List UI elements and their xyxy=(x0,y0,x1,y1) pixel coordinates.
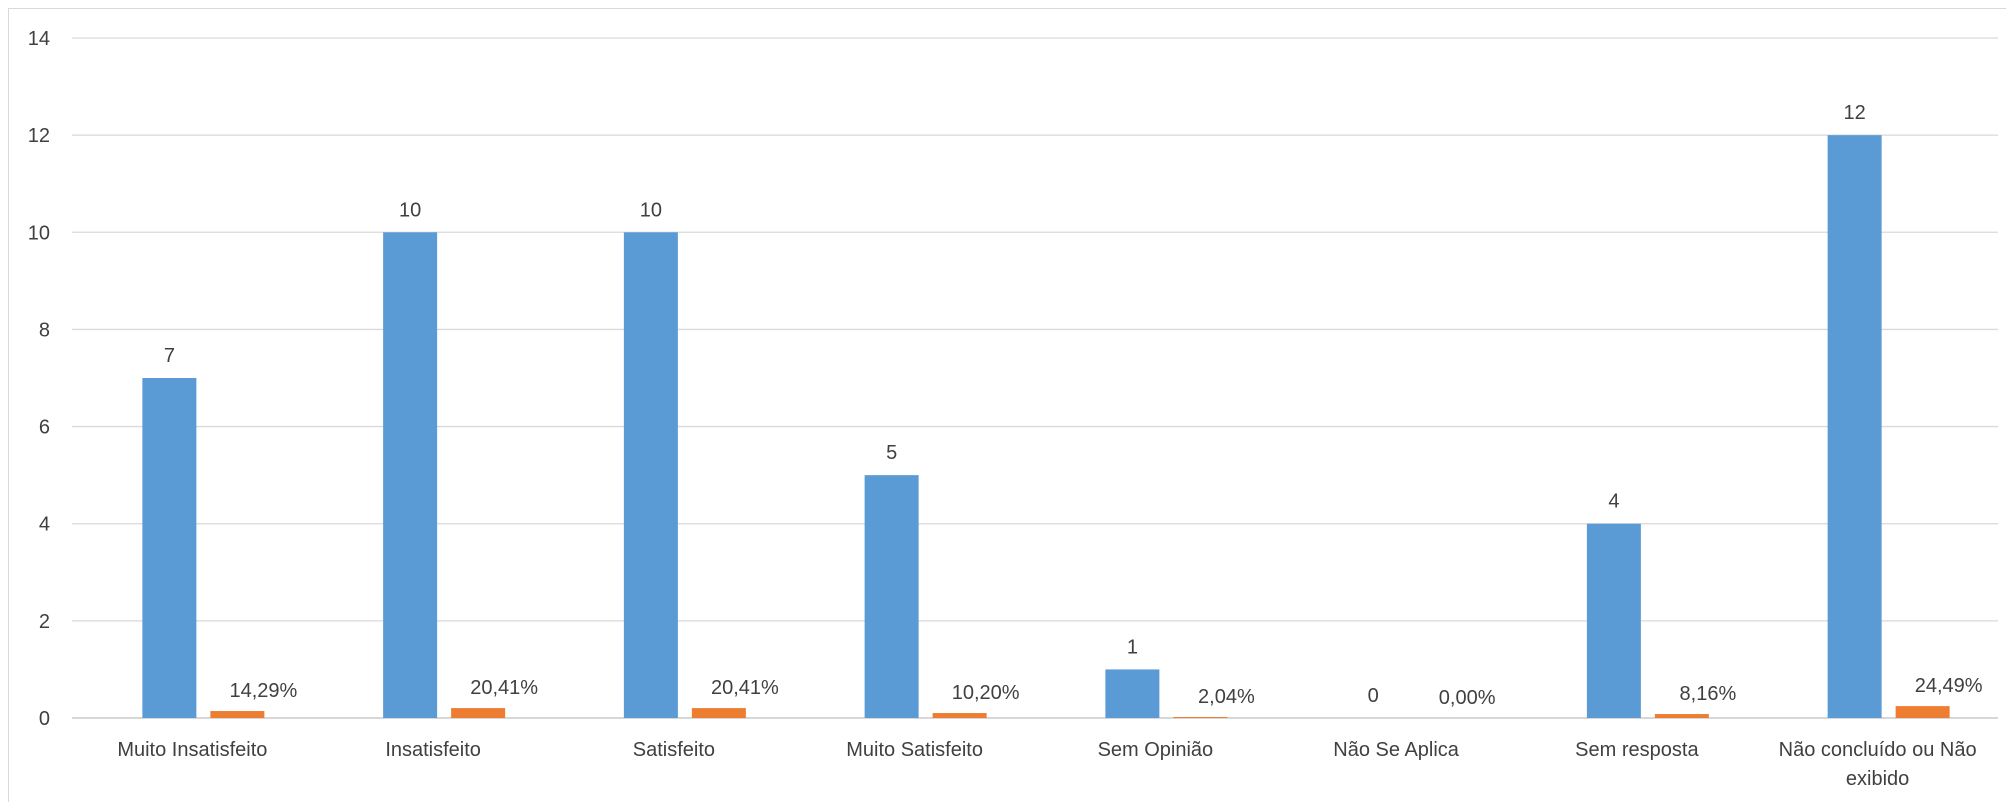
y-tick-label: 14 xyxy=(28,28,50,50)
data-label-series-2: 8,16% xyxy=(1680,683,1737,705)
bar-series-2 xyxy=(1173,717,1228,718)
bar-series-1 xyxy=(1827,135,1882,719)
x-tick-label: Insatisfeito xyxy=(385,739,481,761)
gridlines xyxy=(72,37,1998,719)
data-label-series-1: 7 xyxy=(164,345,175,367)
x-axis-labels: Muito Insatisfeito Insatisfeito Satisfeito… xyxy=(117,739,1976,790)
x-tick-label: Não Se Aplica xyxy=(1333,739,1460,761)
x-tick-label: Sem resposta xyxy=(1575,739,1699,761)
x-tick-label: Satisfeito xyxy=(633,739,715,761)
y-tick-label: 2 xyxy=(39,611,50,633)
bar-series-2 xyxy=(691,708,746,718)
data-label-series-2: 2,04% xyxy=(1198,686,1255,708)
data-label-series-1: 10 xyxy=(399,199,421,221)
bar-series-1 xyxy=(142,378,197,718)
bar-series-2 xyxy=(210,711,265,718)
data-label-series-2: 0,00% xyxy=(1439,687,1496,709)
data-label-series-2: 20,41% xyxy=(711,677,779,699)
y-tick-label: 12 xyxy=(28,125,50,147)
data-label-series-1: 0 xyxy=(1368,685,1379,707)
bar-series-1 xyxy=(864,475,919,718)
y-tick-label: 6 xyxy=(39,417,50,439)
bar-series-1 xyxy=(383,232,438,719)
data-label-series-2: 10,20% xyxy=(952,682,1020,704)
chart-frame xyxy=(8,8,2006,802)
bar-series-1 xyxy=(623,232,678,719)
x-tick-label: Muito Insatisfeito xyxy=(117,739,267,761)
y-axis-ticks: 0 2 4 6 8 10 12 14 xyxy=(28,28,50,730)
data-label-series-2: 20,41% xyxy=(470,677,538,699)
bar-series-2 xyxy=(1654,714,1709,718)
y-tick-label: 0 xyxy=(39,708,50,730)
bar-series-2 xyxy=(932,713,987,718)
data-label-series-2: 14,29% xyxy=(229,680,297,702)
data-label-series-1: 12 xyxy=(1844,102,1866,124)
x-tick-label: Não concluído ou Não exibido xyxy=(1779,739,1977,790)
data-label-series-1: 5 xyxy=(886,442,897,464)
data-label-series-2: 24,49% xyxy=(1915,675,1983,697)
data-label-series-1: 4 xyxy=(1608,491,1619,513)
y-tick-label: 4 xyxy=(39,514,50,536)
y-tick-label: 8 xyxy=(39,319,50,341)
y-tick-label: 10 xyxy=(28,222,50,244)
x-tick-label: Muito Satisfeito xyxy=(846,739,983,761)
bar-series-1 xyxy=(1586,523,1641,718)
bar-series-2 xyxy=(1895,706,1950,718)
data-label-series-1: 1 xyxy=(1127,636,1138,658)
data-label-series-1: 10 xyxy=(640,199,662,221)
bars xyxy=(142,135,1950,719)
x-tick-label: Sem Opinião xyxy=(1098,739,1214,761)
bar-series-2 xyxy=(451,708,506,718)
bar-series-1 xyxy=(1105,669,1160,718)
